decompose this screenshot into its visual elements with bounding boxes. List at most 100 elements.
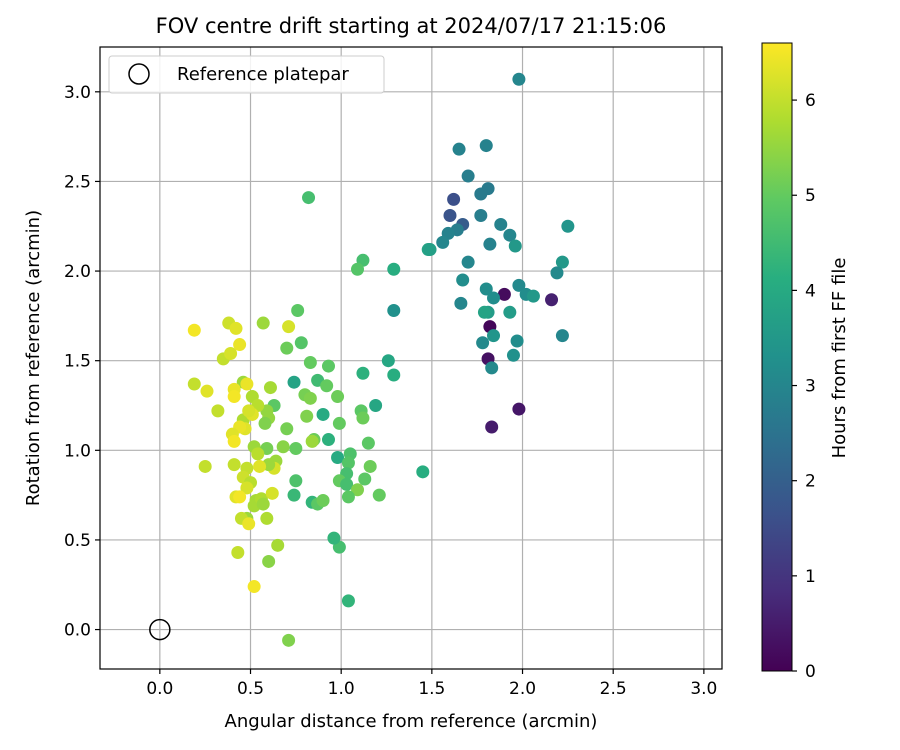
data-point	[361, 436, 375, 450]
data-point	[276, 440, 290, 454]
colorbar-ticks: 0 1 2 3 4 5 6	[792, 91, 816, 682]
data-point	[456, 273, 470, 287]
data-point	[321, 359, 335, 373]
x-tick-label: 2.5	[600, 679, 627, 699]
x-axis-ticks: 0.0 0.5 1.0 1.5 2.0 2.5 3.0	[146, 669, 717, 699]
data-point	[341, 456, 355, 470]
data-point	[512, 278, 526, 292]
data-point	[258, 416, 272, 430]
x-tick-label: 0.5	[237, 679, 264, 699]
y-axis-ticks: 0.0 0.5 1.0 1.5 2.0 2.5 3.0	[64, 83, 100, 641]
data-point	[508, 239, 522, 253]
colorbar-tick-label: 2	[805, 472, 816, 492]
data-point	[550, 266, 564, 280]
y-tick-label: 2.5	[64, 172, 91, 192]
x-tick-label: 2.0	[509, 679, 536, 699]
data-point	[443, 208, 457, 222]
reference-platepar-marker	[149, 618, 171, 641]
colorbar-tick-label: 6	[805, 91, 816, 111]
data-point	[356, 411, 370, 425]
data-point	[265, 486, 279, 500]
data-point	[289, 442, 303, 456]
data-point	[387, 262, 401, 276]
data-point	[316, 494, 330, 508]
x-tick-label: 0.0	[146, 679, 173, 699]
data-point	[291, 303, 305, 317]
data-point	[300, 409, 314, 423]
data-point	[280, 341, 294, 355]
grid-lines	[100, 47, 722, 669]
data-point	[305, 434, 319, 448]
data-point	[227, 390, 241, 404]
y-tick-label: 3.0	[64, 83, 91, 103]
data-point	[387, 368, 401, 382]
data-point	[233, 338, 247, 352]
colorbar-gradient	[761, 42, 793, 672]
colorbar: 0 1 2 3 4 5 6 Hours from first FF file	[761, 42, 850, 682]
data-point	[387, 303, 401, 317]
data-point	[503, 228, 517, 242]
data-point	[320, 379, 334, 393]
data-point	[242, 404, 256, 418]
y-tick-label: 0.5	[64, 531, 91, 551]
data-point	[260, 511, 274, 525]
data-point	[555, 329, 569, 343]
data-point	[356, 366, 370, 380]
data-points	[187, 72, 575, 647]
data-point	[187, 377, 201, 391]
data-point	[487, 291, 501, 305]
data-point	[372, 488, 386, 502]
data-point	[331, 390, 345, 404]
reference-marker-group	[149, 618, 171, 641]
data-point	[231, 545, 245, 559]
data-point	[363, 459, 377, 473]
data-point	[479, 282, 493, 296]
data-point	[303, 391, 317, 405]
y-axis-label: Rotation from reference (arcmin)	[23, 210, 44, 506]
data-point	[369, 399, 383, 413]
data-point	[340, 477, 354, 491]
data-point	[436, 235, 450, 249]
data-point	[497, 287, 511, 301]
data-point	[240, 377, 254, 391]
data-point	[479, 139, 493, 153]
data-point	[282, 633, 296, 647]
data-point	[332, 416, 346, 430]
data-point	[271, 538, 285, 552]
data-point	[341, 490, 355, 504]
plot-frame	[99, 46, 723, 670]
data-point	[477, 305, 491, 319]
colorbar-tick-label: 1	[805, 567, 816, 587]
legend: Reference platepar	[108, 55, 385, 94]
data-point	[461, 169, 475, 183]
colorbar-tick-label: 5	[805, 186, 816, 206]
data-point	[506, 348, 520, 362]
data-point	[503, 305, 517, 319]
data-point	[510, 334, 524, 348]
legend-marker-icon	[128, 63, 150, 85]
data-point	[512, 402, 526, 416]
data-point	[474, 187, 488, 201]
data-point	[358, 472, 372, 486]
data-point	[485, 361, 499, 375]
colorbar-tick-label: 0	[805, 662, 816, 682]
data-point	[483, 237, 497, 251]
data-point	[242, 517, 256, 531]
data-point	[256, 497, 270, 511]
data-point	[416, 465, 430, 479]
data-point	[526, 289, 540, 303]
data-point	[282, 320, 296, 334]
y-tick-label: 1.0	[64, 441, 91, 461]
legend-box	[108, 55, 385, 94]
data-point	[321, 433, 335, 447]
data-point	[545, 293, 559, 307]
data-point	[331, 450, 345, 464]
data-point	[256, 316, 270, 330]
data-point	[485, 420, 499, 434]
data-point	[452, 142, 466, 156]
data-point	[287, 375, 301, 389]
data-point	[555, 255, 569, 269]
data-point	[287, 488, 301, 502]
y-tick-label: 0.0	[64, 621, 91, 641]
